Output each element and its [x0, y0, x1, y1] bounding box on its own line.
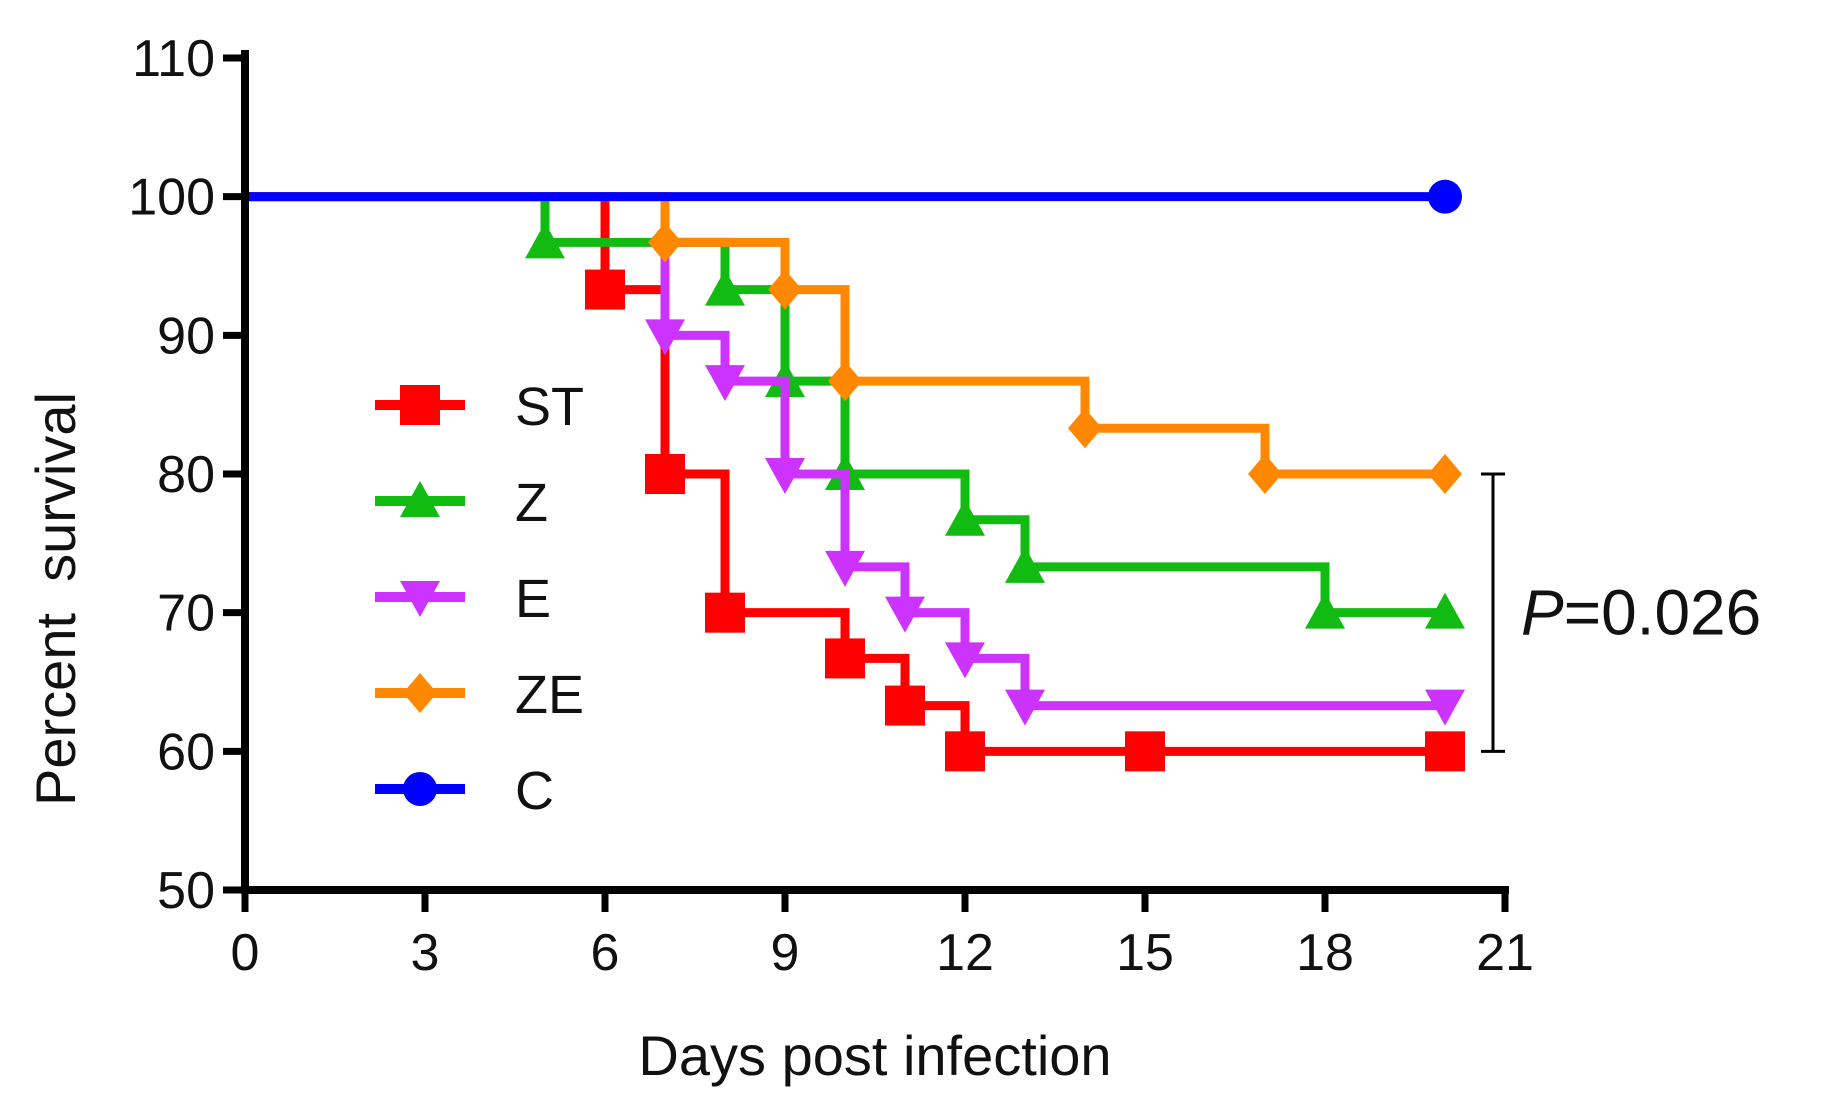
y-tick-label: 90 [157, 307, 215, 365]
legend-label: C [515, 761, 554, 821]
axes-layer: 50 60 70 80 90 100 110 0 3 6 9 12 15 18 21 Days post in… [24, 30, 1534, 1087]
y-tick-label: 60 [157, 723, 215, 781]
series-st [245, 192, 1465, 772]
data-point-ze [1428, 454, 1462, 494]
data-point-z [945, 499, 985, 536]
data-point-ze [1068, 408, 1102, 449]
legend-label: ST [515, 377, 584, 437]
y-tick-label: 110 [132, 30, 215, 88]
series-c [245, 179, 1462, 214]
data-point-ze [1248, 454, 1282, 494]
series-line-e [245, 192, 1445, 711]
series-line-z [245, 192, 1445, 618]
data-point-ze [768, 269, 802, 310]
legend-swatch-marker [403, 673, 437, 713]
data-point-z [1305, 592, 1345, 629]
data-point-e [645, 319, 685, 356]
data-point-st [585, 269, 625, 310]
x-tick-label: 6 [591, 924, 620, 982]
legend-item-e: E [375, 569, 551, 629]
p-value-text: =0.026 [1564, 577, 1762, 649]
data-point-e [885, 596, 925, 633]
data-point-st [1425, 731, 1465, 772]
data-point-e [705, 365, 745, 402]
x-tick-label: 12 [936, 924, 994, 982]
legend-label: ZE [515, 665, 584, 725]
series-layer [245, 179, 1465, 772]
data-point-ze [828, 361, 862, 402]
data-point-z [705, 269, 745, 306]
legend-swatch-marker [400, 481, 440, 517]
data-point-ze [648, 222, 682, 263]
x-tick-label: 21 [1476, 924, 1534, 982]
legend-item-ze: ZE [375, 665, 584, 725]
x-tick-label: 15 [1116, 924, 1174, 982]
data-point-st [705, 592, 745, 633]
legend-swatch-marker [400, 581, 440, 617]
p-value-prefix: P [1521, 577, 1564, 649]
p-value-label: P=0.026 [1521, 577, 1761, 649]
legend-swatch-marker [403, 772, 437, 806]
data-point-st [1125, 731, 1165, 772]
y-tick-label: 70 [157, 585, 215, 643]
data-point-st [825, 638, 865, 679]
data-point-e [1425, 689, 1465, 726]
y-axis-title: Percent survival [24, 392, 87, 806]
legend-item-c: C [375, 761, 554, 821]
y-tick-label: 100 [128, 169, 215, 227]
x-tick-label: 9 [771, 924, 800, 982]
x-axis-title: Days post infection [638, 1024, 1111, 1087]
x-tick-label: 3 [411, 924, 440, 982]
data-point-e [825, 550, 865, 587]
data-point-z [1005, 546, 1045, 583]
y-tick-label: 50 [157, 862, 215, 920]
data-point-e [765, 458, 805, 494]
legend-swatch-marker [400, 385, 440, 425]
p-value-annotation: P=0.026 [1481, 472, 1761, 753]
x-tick-label: 18 [1296, 924, 1354, 982]
data-point-st [945, 731, 985, 772]
legend: ST ZE ZE C [375, 377, 584, 821]
legend-label: Z [515, 473, 548, 533]
legend-label: E [515, 569, 551, 629]
series-e [245, 192, 1465, 726]
series-ze [245, 192, 1462, 494]
y-tick-label: 80 [157, 446, 215, 504]
data-point-c [1428, 179, 1462, 214]
x-tick-label: 0 [231, 924, 260, 982]
data-point-e [945, 642, 985, 679]
data-point-st [645, 454, 685, 494]
legend-item-z: Z [375, 473, 548, 533]
series-z [245, 192, 1465, 629]
data-point-z [1425, 592, 1465, 629]
data-point-st [885, 685, 925, 726]
legend-item-st: ST [375, 377, 584, 437]
data-point-z [525, 222, 565, 259]
data-point-e [1005, 689, 1045, 726]
